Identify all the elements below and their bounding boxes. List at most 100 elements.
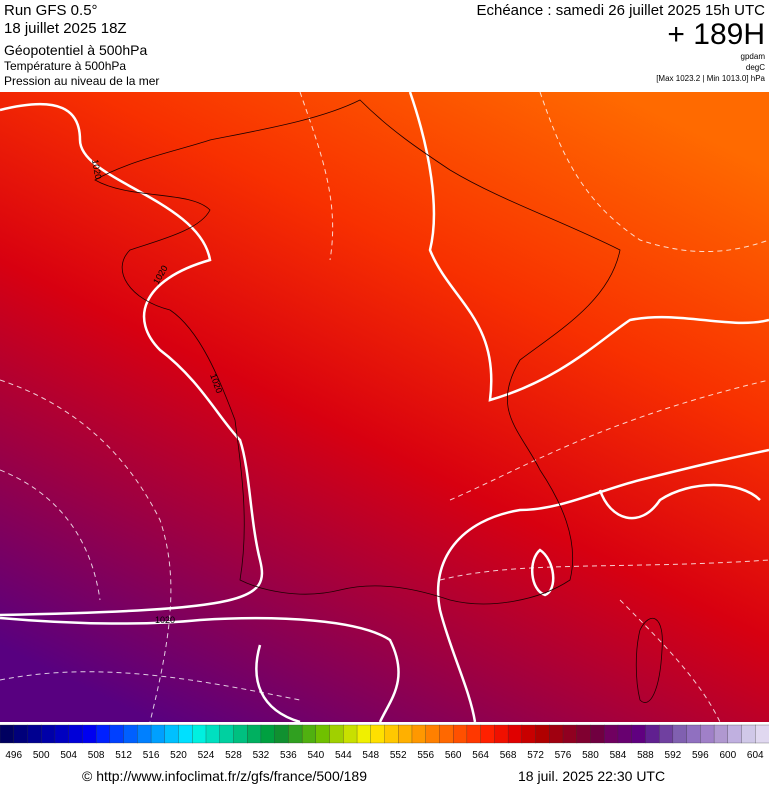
color-swatch <box>260 724 276 744</box>
colorbar: 496 500 504 508 512 516 520 524 528 532 536 540 544 5… <box>0 724 769 761</box>
colorbar-label: 544 <box>335 750 352 761</box>
colorbar-label: 508 <box>88 750 105 761</box>
isotherm <box>439 559 769 581</box>
color-swatch <box>95 724 111 744</box>
color-swatch <box>521 724 537 744</box>
color-swatch <box>164 724 179 744</box>
color-swatch <box>658 724 674 744</box>
colorbar-label: 564 <box>472 750 489 761</box>
colorbar-label: 516 <box>143 750 160 761</box>
colorbar-label: 536 <box>280 750 297 761</box>
colorbar-label: 568 <box>500 750 517 761</box>
color-swatch <box>205 724 221 744</box>
range: [Max 1023.2 | Min 1013.0] hPa <box>656 74 765 83</box>
color-swatch <box>370 724 385 744</box>
colorbar-label: 604 <box>747 750 764 761</box>
colorbar-label: 528 <box>225 750 242 761</box>
colorbar-label: 540 <box>307 750 324 761</box>
color-swatch <box>150 724 166 744</box>
unit: degC <box>746 63 765 72</box>
color-swatch <box>41 724 56 744</box>
generated-time: 18 juil. 2025 22:30 UTC <box>518 768 665 784</box>
color-swatch <box>82 724 97 744</box>
color-swatch <box>274 724 289 744</box>
color-swatch <box>425 724 440 744</box>
colorbar-label: 600 <box>719 750 736 761</box>
colorbar-label: 496 <box>5 750 22 761</box>
color-swatch <box>219 724 234 744</box>
color-swatch <box>576 724 591 744</box>
color-swatch <box>700 724 715 744</box>
isobar <box>0 102 264 617</box>
colorbar-label: 532 <box>253 750 270 761</box>
isobar <box>531 548 555 597</box>
color-swatch <box>315 724 331 744</box>
colorbar-label: 588 <box>637 750 654 761</box>
isotherms <box>0 91 769 723</box>
source-url: © http://www.infoclimat.fr/z/gfs/france/… <box>82 768 367 784</box>
color-swatch <box>713 724 729 744</box>
color-swatch <box>247 724 262 744</box>
lead-time: + 189H <box>667 18 765 51</box>
color-swatch <box>466 724 482 744</box>
color-swatch <box>755 724 769 744</box>
isobar <box>408 91 769 402</box>
color-swatch <box>535 724 550 744</box>
color-swatch <box>233 724 248 744</box>
colorbar-label: 552 <box>390 750 407 761</box>
color-swatch <box>453 724 468 744</box>
color-swatch <box>590 724 605 744</box>
map: 1020 1020 1020 1020 <box>0 91 769 724</box>
color-swatch <box>741 724 756 744</box>
color-swatch <box>54 724 70 744</box>
color-swatch <box>398 724 413 744</box>
color-swatch <box>343 724 358 744</box>
temperature-field <box>0 92 769 722</box>
coastline <box>94 99 621 605</box>
color-swatch <box>329 724 344 744</box>
color-swatch <box>549 724 564 744</box>
color-swatch <box>356 724 372 744</box>
valid-time: Echéance : samedi 26 juillet 2025 15h UT… <box>476 2 765 19</box>
color-swatch <box>480 724 495 744</box>
colorbar-label: 596 <box>692 750 709 761</box>
unit: gpdam <box>741 52 766 61</box>
color-swatch <box>0 724 15 744</box>
color-swatch <box>617 724 633 744</box>
field: Géopotentiel à 500hPa <box>4 42 147 58</box>
color-swatch <box>27 724 42 744</box>
isotherm <box>539 91 769 253</box>
colorbar-label: 556 <box>417 750 434 761</box>
color-swatch <box>411 724 427 744</box>
color-swatch <box>178 724 193 744</box>
colorbar-label: 520 <box>170 750 187 761</box>
isobar-label: 1020 <box>155 615 175 625</box>
colorbar-label: 584 <box>610 750 627 761</box>
isobar-label: 1020 <box>90 159 103 180</box>
color-swatch <box>13 724 28 744</box>
color-swatch <box>686 724 701 744</box>
colorbar-label: 572 <box>527 750 544 761</box>
run: Run GFS 0.5° <box>4 2 98 19</box>
colorbar-label: 576 <box>555 750 572 761</box>
color-swatch <box>604 724 619 744</box>
isobar <box>436 448 769 723</box>
colorbar-label: 512 <box>115 750 132 761</box>
field: Pression au niveau de la mer <box>4 74 159 88</box>
colorbar-label: 504 <box>60 750 77 761</box>
isobars <box>0 91 769 724</box>
isobar <box>598 483 761 520</box>
colorbar-label: 560 <box>445 750 462 761</box>
color-swatch <box>494 724 509 744</box>
colorbar-label: 548 <box>362 750 379 761</box>
color-swatch <box>507 724 523 744</box>
colorbar-label: 500 <box>33 750 50 761</box>
field: Température à 500hPa <box>4 59 126 73</box>
isotherm <box>299 91 334 261</box>
color-swatch <box>727 724 742 744</box>
borders <box>94 99 663 703</box>
color-swatch <box>123 724 138 744</box>
color-swatch <box>301 724 317 744</box>
